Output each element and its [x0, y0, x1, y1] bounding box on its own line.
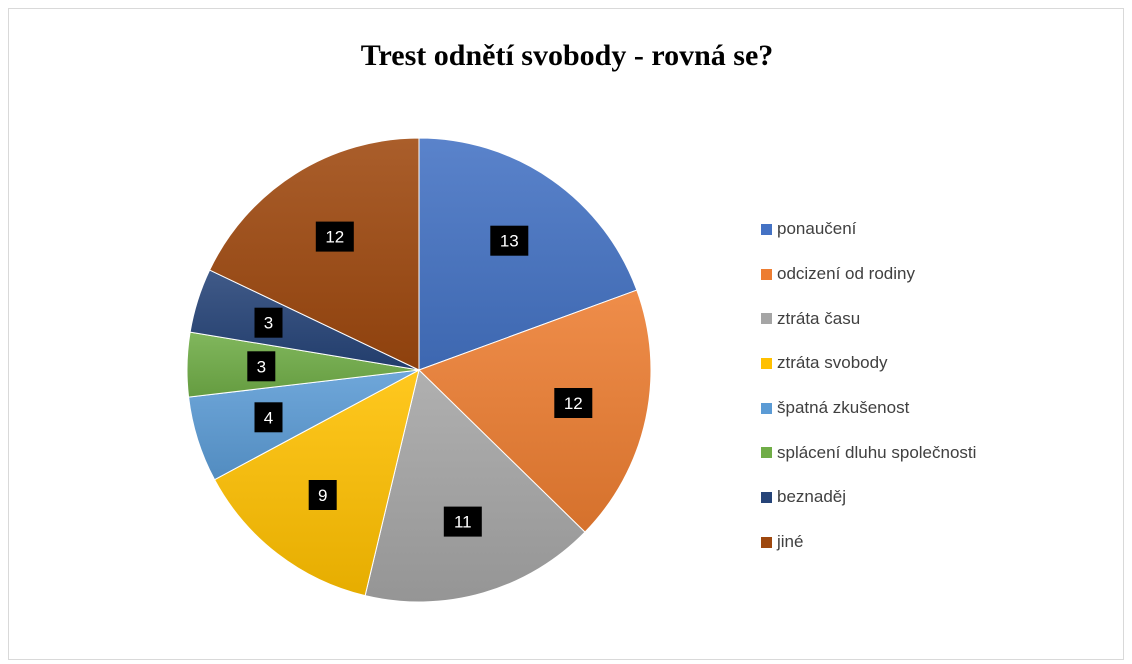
- chart-legend: ponaučení odcizení od rodiny ztráta času zt…: [761, 207, 976, 565]
- legend-label: ponaučení: [777, 219, 857, 239]
- data-label-5: 4: [264, 408, 273, 427]
- legend-swatch: [761, 223, 772, 235]
- legend-item-8: jiné: [761, 520, 976, 565]
- legend-swatch: [761, 447, 772, 459]
- legend-item-3: ztráta času: [761, 296, 976, 341]
- legend-label: beznaděj: [777, 487, 847, 507]
- legend-swatch: [761, 313, 772, 325]
- data-label-box-4: [308, 480, 337, 510]
- data-label-box-6: [247, 351, 276, 382]
- legend-label: ztráta času: [777, 308, 861, 328]
- legend-label: odcizení od rodiny: [777, 264, 915, 284]
- data-label-box-1: [490, 225, 529, 256]
- data-label-2: 12: [564, 394, 583, 413]
- pie-slice-3: [364, 369, 586, 603]
- pie-slice-2: [418, 289, 652, 533]
- data-label-7: 3: [264, 314, 273, 333]
- legend-label: jiné: [777, 532, 804, 552]
- data-label-box-3: [443, 506, 482, 537]
- data-label-3: 11: [454, 513, 472, 532]
- legend-label: ztráta svobody: [777, 353, 888, 373]
- legend-item-4: ztráta svobody: [761, 341, 976, 386]
- legend-swatch: [761, 357, 772, 369]
- legend-item-1: ponaučení: [761, 207, 976, 252]
- data-label-box-8: [315, 221, 354, 252]
- data-label-box-5: [254, 402, 283, 433]
- data-label-4: 9: [318, 486, 327, 505]
- pie-slice-8: [208, 137, 420, 371]
- data-label-1: 13: [500, 232, 519, 251]
- legend-item-6: splácení dluhu společnosti: [761, 430, 976, 475]
- data-label-8: 12: [325, 228, 344, 247]
- data-label-box-7: [254, 307, 283, 338]
- legend-label: špatná zkušenost: [777, 398, 910, 418]
- legend-swatch: [761, 491, 772, 503]
- data-label-6: 3: [257, 357, 266, 376]
- legend-item-7: beznaděj: [761, 475, 976, 520]
- legend-swatch: [761, 402, 772, 414]
- legend-swatch: [761, 536, 772, 548]
- legend-item-5: špatná zkušenost: [761, 386, 976, 431]
- legend-swatch: [761, 268, 772, 280]
- legend-label: splácení dluhu společnosti: [777, 442, 977, 462]
- chart-title: Trest odnětí svobody - rovná se?: [360, 39, 774, 72]
- legend-item-2: odcizení od rodiny: [761, 252, 976, 297]
- data-label-box-2: [554, 388, 593, 418]
